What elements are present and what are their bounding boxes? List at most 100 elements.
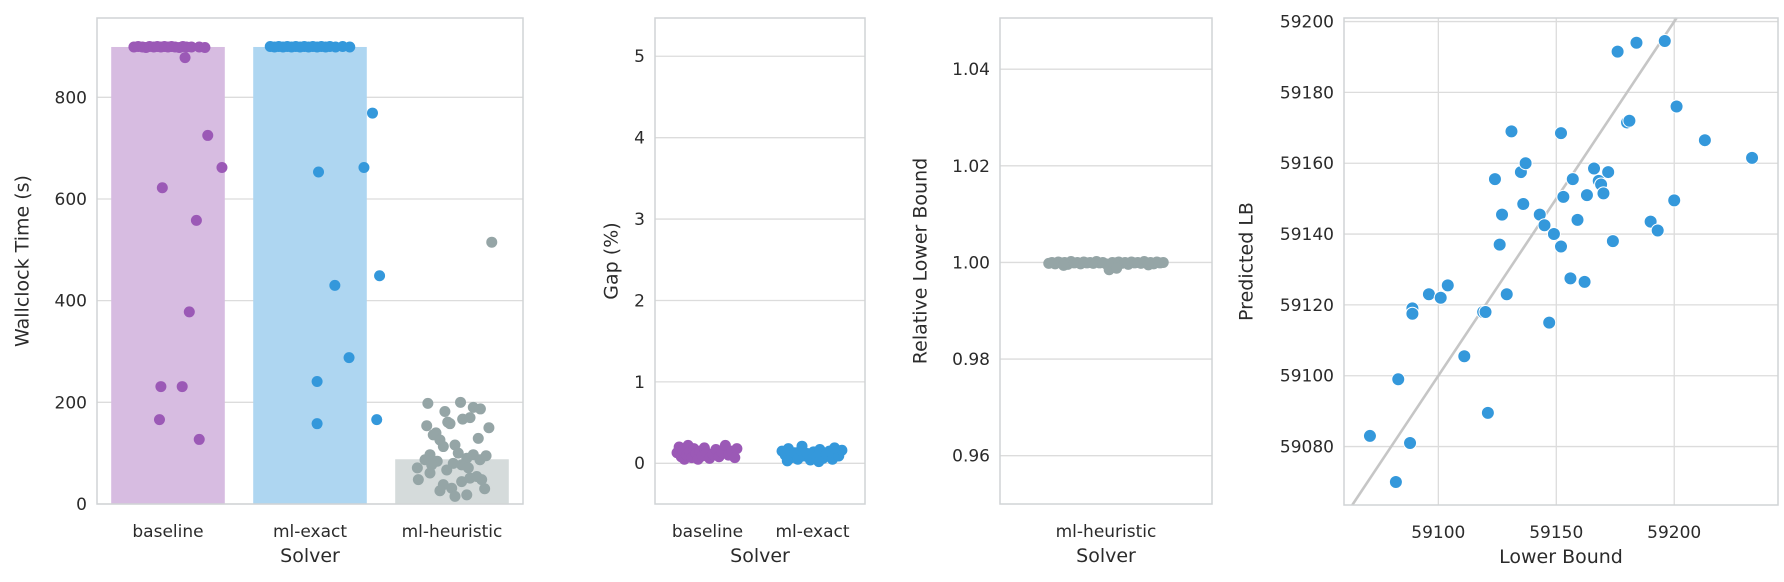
data-point	[476, 474, 488, 486]
data-point	[461, 489, 473, 501]
chart-gap: 0 1 2 3 4 5 baseline ml-exact Solver Gap (%)	[601, 17, 866, 567]
data-point	[216, 161, 228, 173]
data-point	[202, 129, 214, 141]
x-tick-label: ml-exact	[273, 522, 347, 542]
y-tick-label: 0	[76, 495, 87, 515]
y-tick-label: 59140	[1280, 225, 1334, 245]
data-point	[1487, 172, 1502, 187]
x-axis-label: Solver	[280, 545, 340, 567]
data-point	[344, 41, 356, 53]
data-point	[796, 440, 808, 452]
x-tick-label: 59150	[1529, 523, 1583, 543]
y-tick-label: 2	[634, 291, 645, 311]
data-point	[486, 236, 498, 248]
data-point	[1596, 186, 1611, 201]
y-tick-label: 59200	[1280, 12, 1334, 32]
data-point	[1546, 227, 1561, 242]
y-tick-label: 3	[634, 210, 645, 230]
x-tick-label: 59200	[1647, 523, 1701, 543]
x-tick-label: baseline	[132, 522, 203, 542]
data-point	[374, 270, 386, 282]
data-point	[1669, 99, 1684, 114]
data-point	[1492, 237, 1507, 252]
data-point	[1157, 256, 1169, 268]
data-point	[1697, 133, 1712, 148]
y-axis-label: Predicted LB	[1236, 202, 1258, 321]
data-point	[1391, 372, 1406, 387]
data-point	[1440, 278, 1455, 293]
data-point	[1457, 349, 1472, 364]
data-point	[437, 441, 449, 453]
x-tick-label: ml-exact	[775, 522, 849, 542]
data-point	[1577, 274, 1592, 289]
plot-border	[999, 17, 1213, 505]
data-point	[185, 41, 197, 53]
data-point	[456, 476, 468, 488]
data-point	[1362, 428, 1377, 443]
data-point	[193, 433, 205, 445]
data-point	[1556, 189, 1571, 204]
data-point	[424, 467, 436, 479]
data-point	[1495, 207, 1510, 222]
data-point	[155, 381, 167, 393]
identity-line	[1351, 17, 1678, 506]
data-point	[313, 166, 325, 178]
data-point	[1478, 304, 1493, 319]
x-tick-label: 59100	[1411, 523, 1465, 543]
data-point	[1650, 223, 1665, 238]
data-point	[1605, 234, 1620, 249]
data-point	[1537, 218, 1552, 233]
data-point	[480, 450, 492, 462]
bar-ml-exact	[253, 46, 367, 504]
data-point	[474, 403, 486, 415]
data-point	[1587, 161, 1602, 176]
data-point	[444, 418, 456, 430]
data-point	[311, 418, 323, 430]
plot-border	[96, 17, 524, 505]
data-point	[449, 490, 461, 502]
chart-wallclock: 0 200 400 600 800 baseline ml-exact ml-heuristi…	[12, 17, 524, 567]
data-point	[1058, 259, 1070, 271]
data-point	[1433, 290, 1448, 305]
data-point	[483, 422, 495, 434]
chart-rlb: 0.96 0.98 1.00 1.02 1.04 ml-heuristic Solver Re…	[910, 17, 1213, 567]
y-tick-label: 600	[55, 190, 87, 210]
data-point	[1610, 44, 1625, 59]
data-point	[179, 52, 191, 64]
x-tick-label: ml-heuristic	[1056, 522, 1157, 542]
data-point	[729, 452, 741, 464]
data-point	[1405, 306, 1420, 321]
data-point	[1518, 156, 1533, 171]
data-point	[183, 306, 195, 318]
data-point	[311, 375, 323, 387]
data-point	[1601, 165, 1616, 180]
data-point	[366, 107, 378, 119]
data-point	[813, 456, 825, 468]
y-tick-label: 1.00	[952, 253, 990, 273]
data-point	[1480, 405, 1495, 420]
data-point	[1622, 113, 1637, 128]
data-point	[1499, 287, 1514, 302]
data-point	[439, 405, 451, 417]
data-point	[1657, 34, 1672, 49]
y-tick-label: 200	[55, 393, 87, 413]
data-point	[441, 464, 453, 476]
data-point	[464, 472, 476, 484]
data-point	[153, 414, 165, 426]
data-point	[1504, 124, 1519, 139]
data-point	[781, 455, 793, 467]
y-tick-label: 59080	[1280, 438, 1334, 458]
data-point	[434, 485, 446, 497]
y-tick-label: 1	[634, 373, 645, 393]
y-tick-label: 5	[634, 47, 645, 67]
data-point	[464, 412, 476, 424]
data-point	[1554, 239, 1568, 254]
data-point	[472, 432, 484, 444]
y-tick-label: 59100	[1280, 367, 1334, 387]
x-axis-label: Solver	[730, 545, 790, 567]
x-axis-label: Lower Bound	[1499, 546, 1623, 568]
data-point	[1629, 35, 1644, 50]
data-point	[1570, 212, 1585, 227]
